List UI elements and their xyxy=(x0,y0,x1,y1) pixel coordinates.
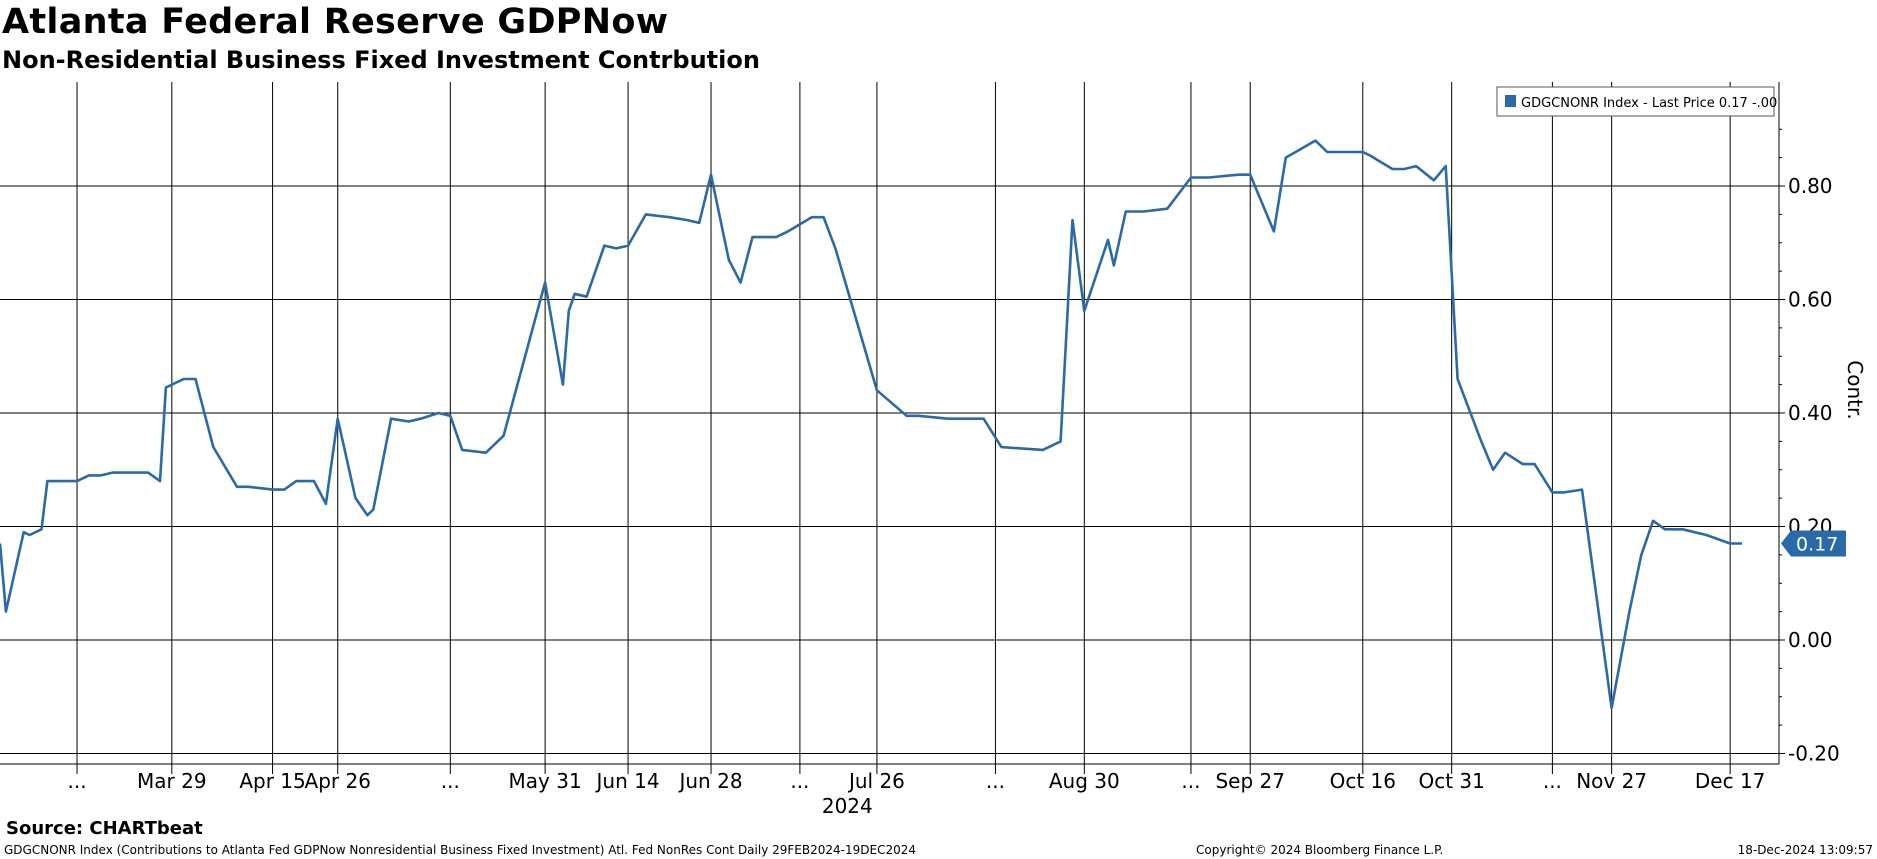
horizontal-gridlines xyxy=(0,82,1785,764)
x-tick-label: Apr 26 xyxy=(305,769,371,793)
legend-entry: GDGCNONR Index - Last Price 0.17 -.00 xyxy=(1521,96,1777,111)
last-value-tag-shape xyxy=(1781,530,1846,557)
x-tick-label: ... xyxy=(1181,769,1200,793)
x-tick-label: Nov 27 xyxy=(1576,769,1647,793)
y-tick-label: 0.60 xyxy=(1788,288,1833,312)
x-tick-label: Mar 29 xyxy=(137,769,207,793)
footer-description: GDGCNONR Index (Contributions to Atlanta… xyxy=(4,843,916,857)
x-tick-label: ... xyxy=(1543,769,1562,793)
x-tick-label: Jun 28 xyxy=(677,769,742,793)
x-tick-label: Apr 15 xyxy=(239,769,305,793)
footer-timestamp: 18-Dec-2024 13:09:57 xyxy=(1737,843,1873,857)
x-tick-label: Oct 16 xyxy=(1330,769,1396,793)
x-tick-label: ... xyxy=(441,769,460,793)
y-tick-label: 0.00 xyxy=(1788,628,1833,652)
legend-swatch xyxy=(1505,95,1516,107)
x-tick-label: Jul 26 xyxy=(847,769,905,793)
x-tick-label: ... xyxy=(986,769,1005,793)
x-tick-label: Dec 17 xyxy=(1695,769,1766,793)
x-tick-label: ... xyxy=(67,769,86,793)
chart-subtitle: Non-Residential Business Fixed Investmen… xyxy=(2,46,760,74)
series-line-gdgcnonr xyxy=(0,139,1742,710)
x-tick-label: Sep 27 xyxy=(1215,769,1285,793)
legend: GDGCNONR Index - Last Price 0.17 -.00 xyxy=(1496,86,1777,117)
chart-title: Atlanta Federal Reserve GDPNow xyxy=(2,2,669,42)
y-tick-label: 0.80 xyxy=(1788,174,1833,198)
source-note: Source: CHARTbeat xyxy=(6,818,203,839)
x-tick-label: Jun 14 xyxy=(595,769,660,793)
x-tick-label: ... xyxy=(790,769,809,793)
x-year-label: 2024 xyxy=(822,794,873,818)
footer-copyright: Copyright© 2024 Bloomberg Finance L.P. xyxy=(1196,843,1444,857)
x-tick-label: Aug 30 xyxy=(1049,769,1120,793)
y-tick-labels: 0.800.600.400.200.00-0.20 xyxy=(1788,174,1840,766)
y-axis-label: Contr. xyxy=(1843,360,1867,419)
last-value-tag: 0.17 xyxy=(1781,530,1846,557)
y-tick-label: 0.40 xyxy=(1788,401,1833,425)
legend-box xyxy=(1496,86,1775,117)
y-tick-label: -0.20 xyxy=(1788,742,1840,766)
x-tick-label: Oct 31 xyxy=(1418,769,1484,793)
x-tick-label: May 31 xyxy=(509,769,582,793)
last-value-label: 0.17 xyxy=(1796,534,1838,556)
